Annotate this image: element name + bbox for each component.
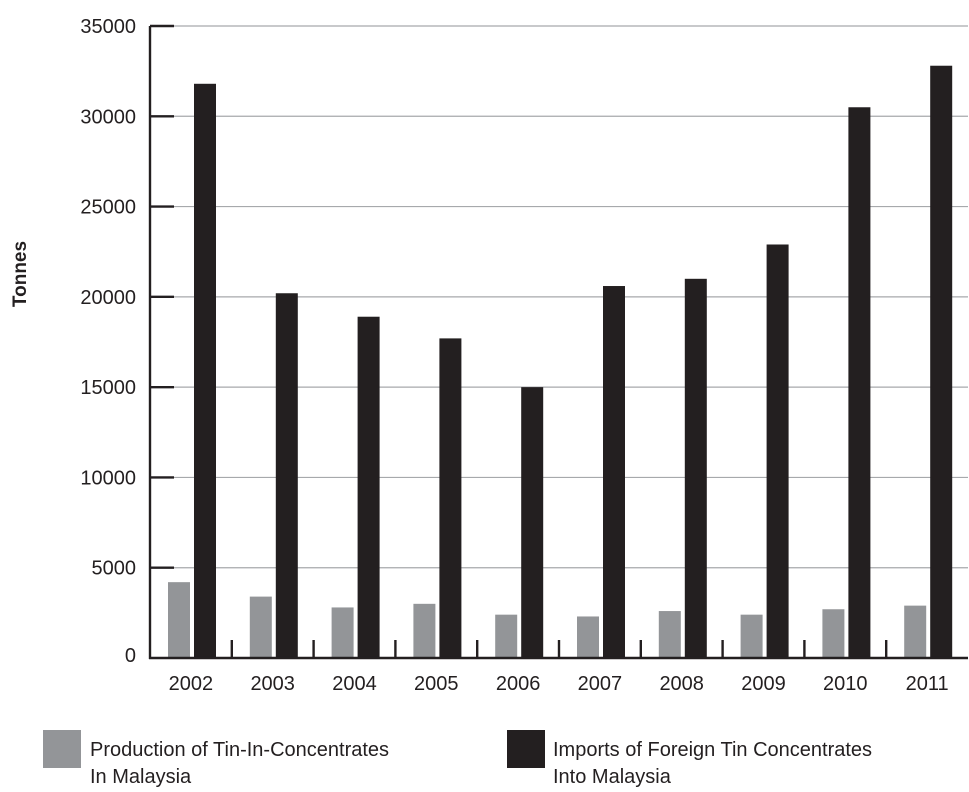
bars <box>168 65 953 659</box>
production-bar-2009 <box>740 614 763 658</box>
x-tick-label: 2011 <box>906 673 949 695</box>
y-tick-label: 5000 <box>92 558 137 580</box>
legend-label: Into Malaysia <box>553 766 672 788</box>
y-tick-label: 0 <box>125 645 136 667</box>
gridlines <box>150 25 968 569</box>
y-axis-title: Tonnes <box>10 241 31 307</box>
production-bar-2002 <box>168 582 190 658</box>
x-tick-labels: 2002 2003 2004 2005 2006 2007 2008 2009 2010 2011 <box>169 673 949 695</box>
legend: Production of Tin-In-Concentrates In Mala… <box>43 730 872 788</box>
x-tick-label: 2003 <box>250 673 295 695</box>
production-bar-2003 <box>249 596 272 658</box>
legend-swatch <box>507 730 545 768</box>
production-bar-2008 <box>658 611 681 658</box>
axes <box>148 24 968 660</box>
x-tick-label: 2002 <box>169 673 214 695</box>
x-tick-label: 2005 <box>414 673 459 695</box>
legend-item-imports: Imports of Foreign Tin Concentrates Into … <box>507 730 872 788</box>
imports-bar-2011 <box>930 65 953 659</box>
y-tick-label: 15000 <box>80 377 136 399</box>
imports-bar-2009 <box>766 244 789 658</box>
y-tick-label: 25000 <box>80 197 136 219</box>
y-tick-label: 35000 <box>80 16 136 38</box>
x-tick-label: 2007 <box>578 673 623 695</box>
production-bar-2010 <box>822 609 845 658</box>
x-tick-label: 2009 <box>741 673 786 695</box>
imports-bar-2006 <box>521 387 544 658</box>
imports-bar-2002 <box>194 83 216 659</box>
legend-label: In Malaysia <box>90 766 192 788</box>
x-tick-label: 2006 <box>496 673 541 695</box>
y-tick-label: 20000 <box>80 287 136 309</box>
x-tick-label: 2008 <box>659 673 704 695</box>
production-bar-2011 <box>904 605 927 658</box>
production-bar-2006 <box>495 614 518 658</box>
legend-label: Imports of Foreign Tin Concentrates <box>553 739 872 761</box>
legend-label: Production of Tin-In-Concentrates <box>90 739 389 761</box>
y-tick-labels: 0 5000 10000 15000 20000 25000 30000 35000 <box>80 16 136 667</box>
production-bar-2005 <box>413 603 436 658</box>
imports-bar-2008 <box>684 278 707 658</box>
imports-bar-2007 <box>603 286 625 658</box>
x-tick-label: 2010 <box>823 673 868 695</box>
imports-bar-2005 <box>439 338 462 658</box>
legend-swatch <box>43 730 81 768</box>
imports-bar-2003 <box>275 293 298 658</box>
y-tick-label: 10000 <box>80 467 136 489</box>
imports-bar-2004 <box>357 316 380 658</box>
imports-bar-2010 <box>848 107 871 658</box>
production-bar-2004 <box>331 607 354 658</box>
x-tick-label: 2004 <box>332 673 377 695</box>
legend-item-production: Production of Tin-In-Concentrates In Mala… <box>43 730 389 788</box>
y-tick-label: 30000 <box>80 106 136 128</box>
production-bar-2007 <box>577 616 599 658</box>
